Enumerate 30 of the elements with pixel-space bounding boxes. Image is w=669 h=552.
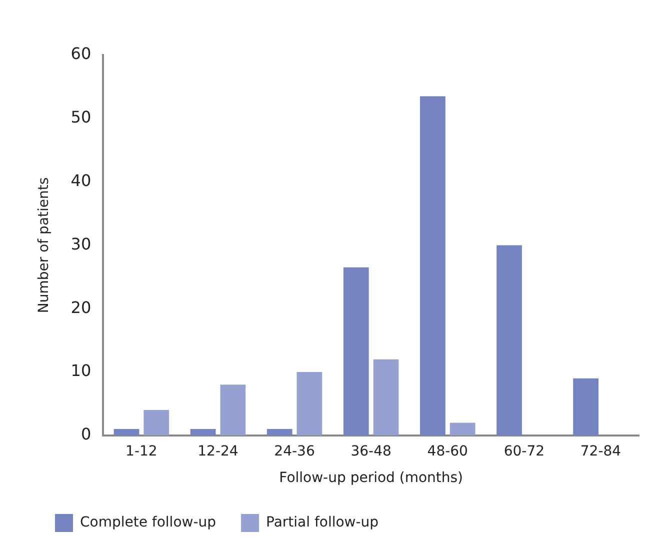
bar	[573, 378, 598, 436]
bar	[144, 410, 170, 436]
y-tick-label: 50	[70, 108, 92, 127]
x-tick-label: 1-12	[126, 443, 158, 460]
bar	[296, 372, 322, 436]
bar	[114, 429, 140, 436]
legend-label: Partial follow-up	[266, 514, 379, 531]
x-tick-label: 36-48	[350, 443, 392, 460]
bar	[496, 245, 522, 436]
x-tick-label: 48-60	[427, 443, 468, 460]
x-tick-label: 72-84	[580, 443, 622, 460]
y-tick-label: 30	[70, 234, 92, 254]
y-tick-label: 40	[70, 170, 92, 190]
y-axis-title: Number of patients	[36, 177, 52, 314]
bar	[420, 96, 446, 436]
bar	[373, 359, 399, 436]
bar	[343, 267, 369, 436]
y-tick-label: 10	[70, 361, 92, 380]
x-tick-label: 12-24	[198, 443, 238, 460]
bar	[190, 429, 216, 436]
y-tick-label: 20	[70, 298, 92, 317]
y-tick-label: 0	[80, 424, 92, 444]
x-tick-label: 60-72	[504, 443, 545, 460]
x-axis-title: Follow-up period (months)	[279, 470, 464, 486]
legend-label: Complete follow-up	[80, 514, 216, 531]
x-tick-label: 24-36	[274, 443, 315, 460]
y-tick-label: 60	[70, 44, 92, 64]
bar	[450, 422, 476, 436]
bar	[266, 429, 292, 436]
bar	[220, 384, 246, 436]
